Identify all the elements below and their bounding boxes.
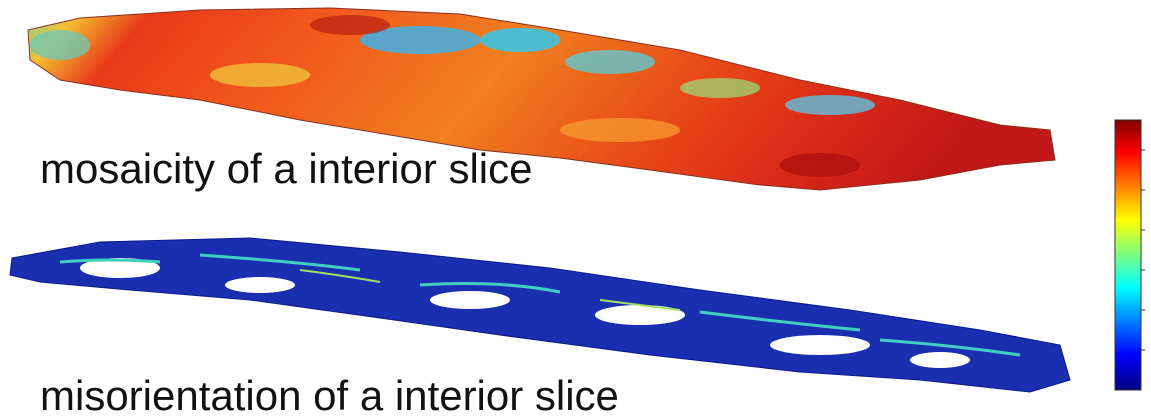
figure: mosaicity of a interior slice misorienta… [0, 0, 1151, 416]
colorbar [1115, 120, 1145, 390]
misorientation-map [10, 238, 1070, 392]
panel-label: misorientation of a interior slice [40, 372, 619, 416]
panel-label: mosaicity of a interior slice [40, 145, 533, 192]
